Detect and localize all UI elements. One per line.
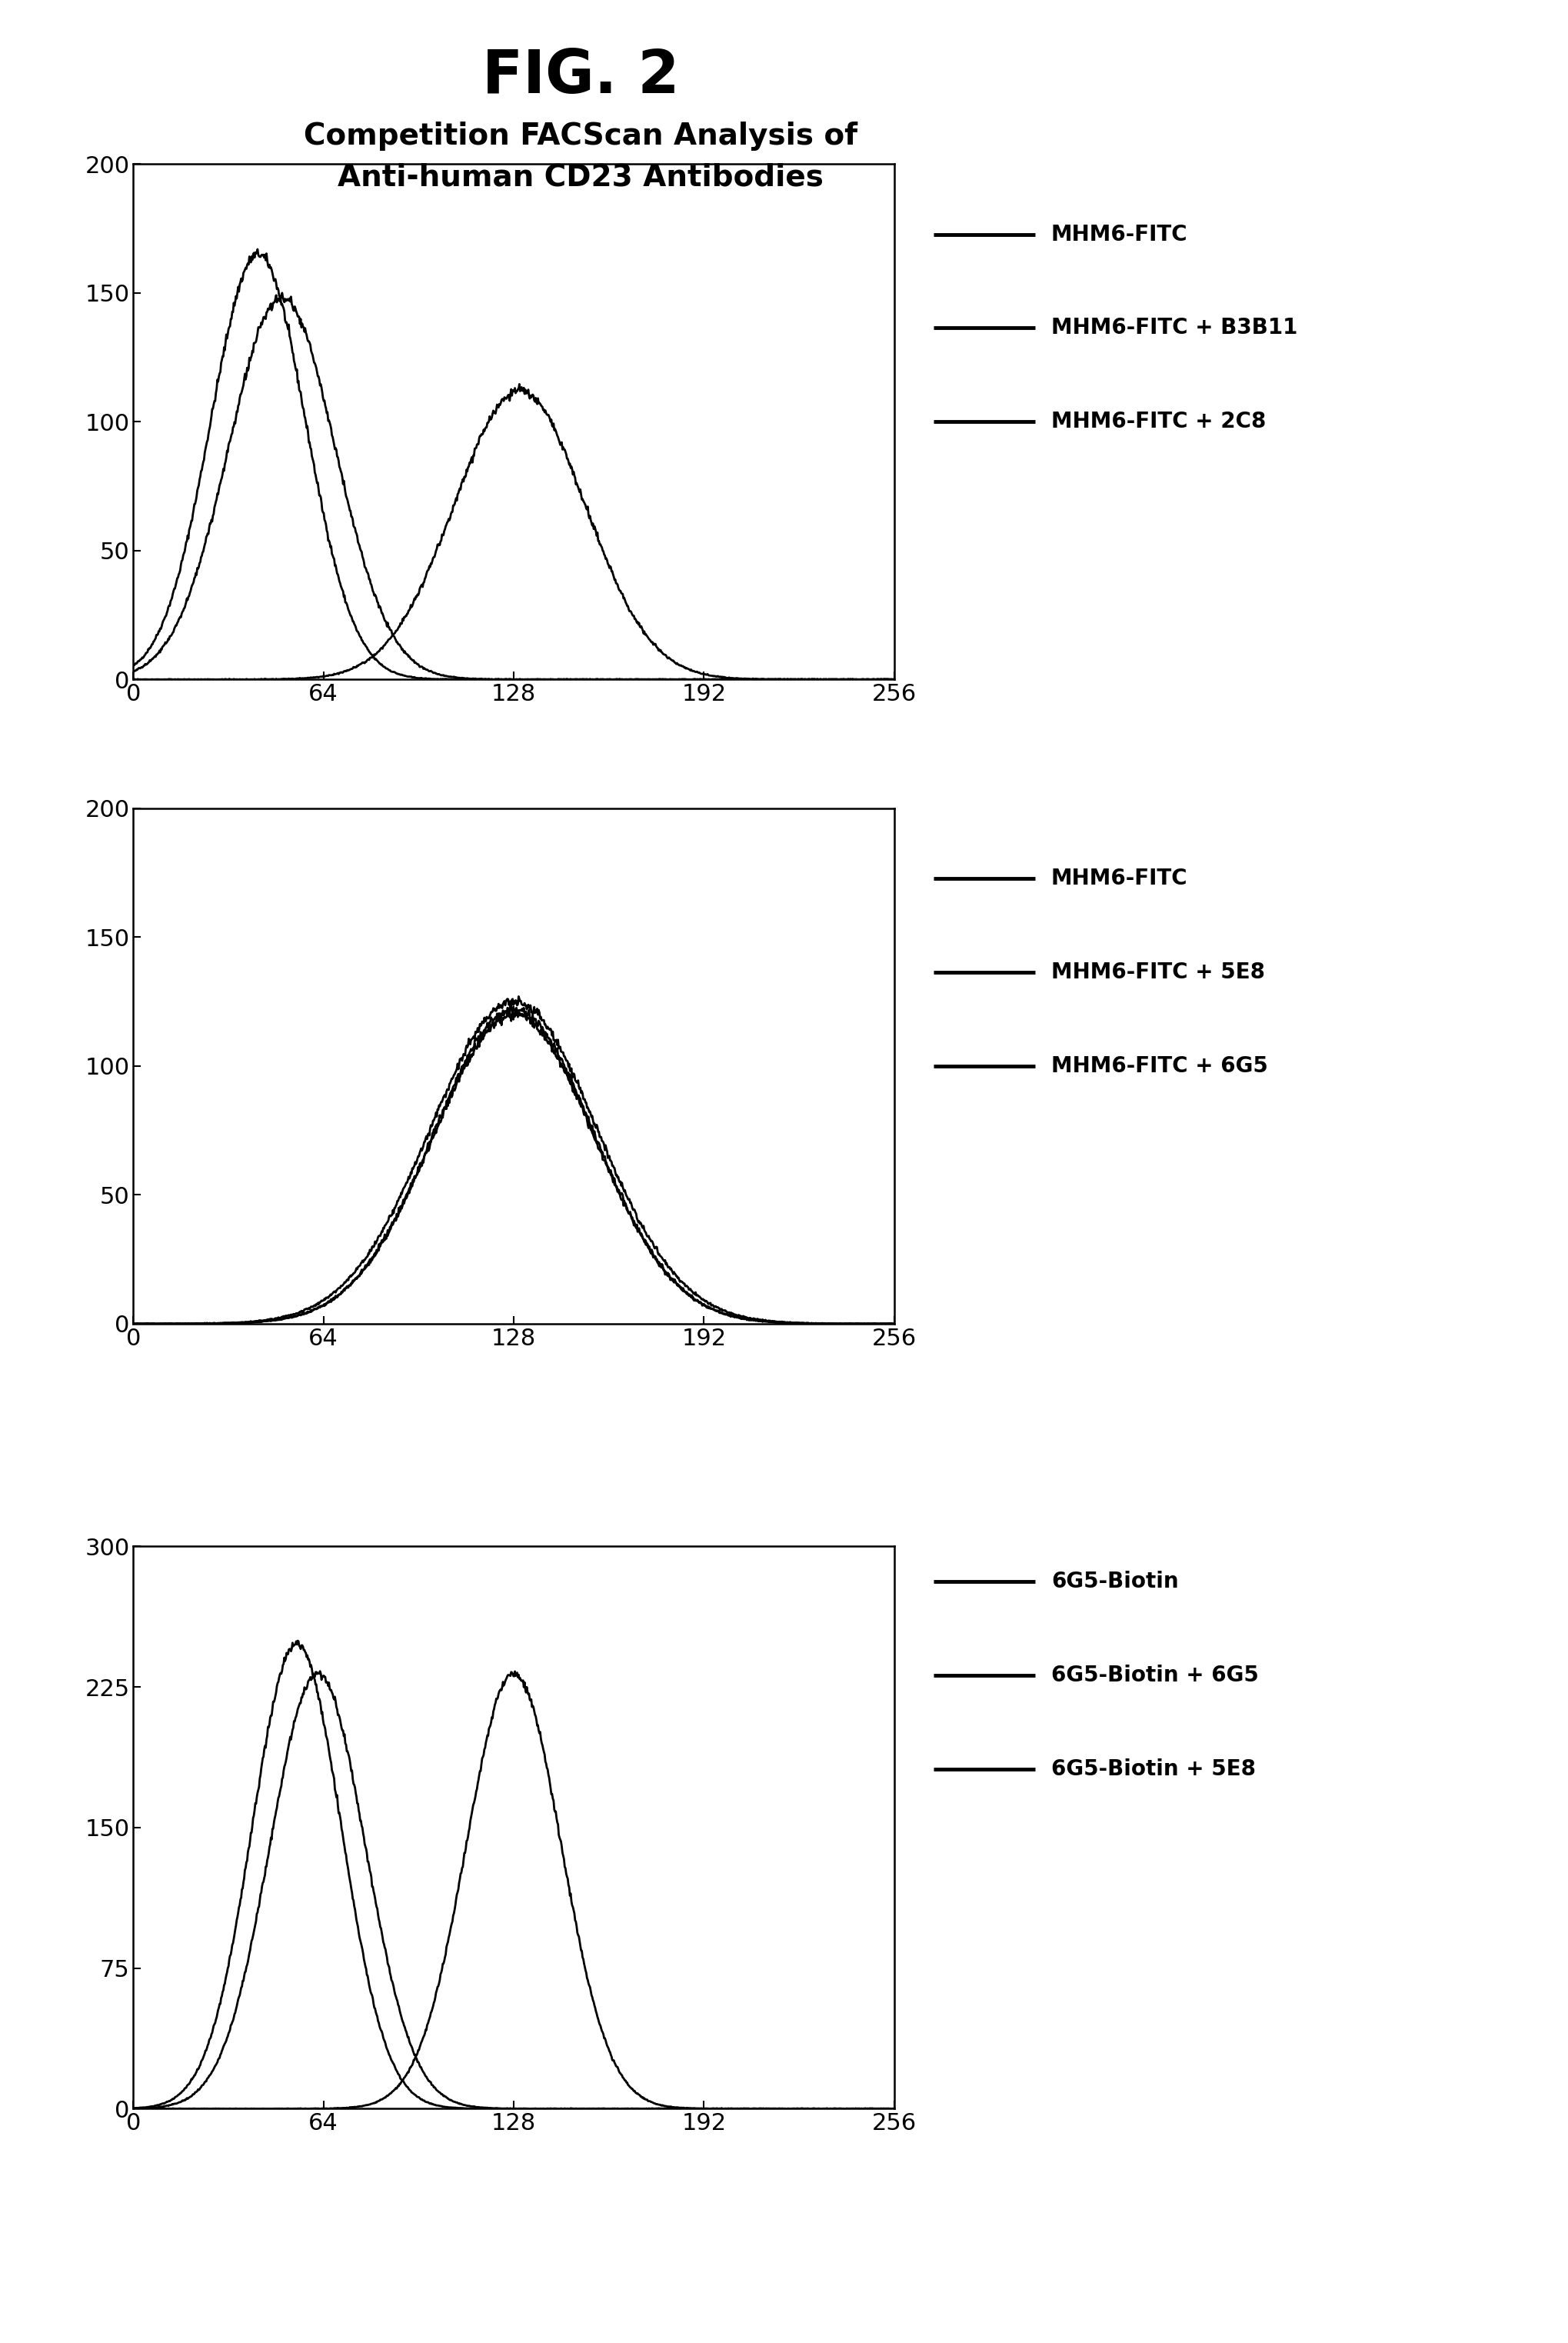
Text: Competition FACScan Analysis of
Anti-human CD23 Antibodies: Competition FACScan Analysis of Anti-hum… (304, 122, 856, 192)
Text: MHM6-FITC + B3B11: MHM6-FITC + B3B11 (1051, 316, 1297, 340)
Text: MHM6-FITC: MHM6-FITC (1051, 223, 1187, 246)
Text: MHM6-FITC + 5E8: MHM6-FITC + 5E8 (1051, 961, 1264, 984)
Text: MHM6-FITC + 2C8: MHM6-FITC + 2C8 (1051, 410, 1265, 433)
Text: FIG. 2: FIG. 2 (481, 47, 679, 105)
Text: MHM6-FITC + 6G5: MHM6-FITC + 6G5 (1051, 1054, 1267, 1078)
Text: 6G5-Biotin: 6G5-Biotin (1051, 1570, 1178, 1593)
Text: MHM6-FITC: MHM6-FITC (1051, 867, 1187, 890)
Text: 6G5-Biotin + 5E8: 6G5-Biotin + 5E8 (1051, 1757, 1254, 1781)
Text: 6G5-Biotin + 6G5: 6G5-Biotin + 6G5 (1051, 1664, 1258, 1687)
